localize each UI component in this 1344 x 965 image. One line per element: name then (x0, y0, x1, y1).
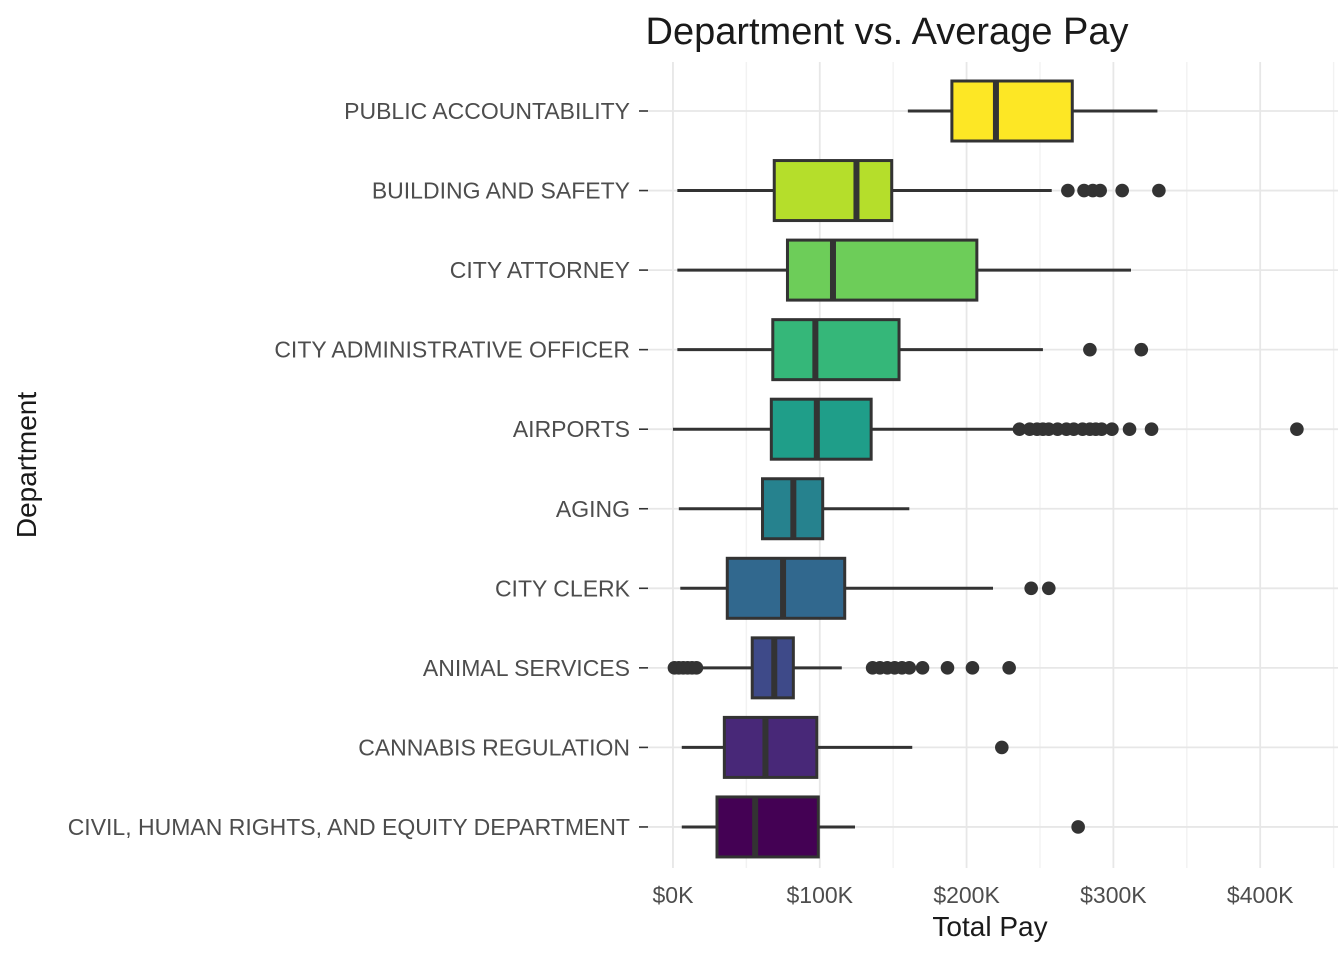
y-tick-label-city-attorney: CITY ATTORNEY (450, 257, 630, 283)
x-tick-label: $200K (933, 882, 1000, 908)
y-tick-label-civil-human-rights-and-equity-department: CIVIL, HUMAN RIGHTS, AND EQUITY DEPARTME… (68, 814, 630, 840)
outlier-point (1122, 422, 1137, 437)
iqr-box (772, 159, 894, 223)
y-tick-label-city-clerk: CITY CLERK (495, 575, 631, 601)
chart-title: Department vs. Average Pay (646, 11, 1129, 53)
outlier-point (689, 661, 704, 675)
outlier-point (995, 740, 1009, 755)
outlier-point (902, 661, 917, 675)
x-axis-tick-labels: $0K $100K $200K $300K $400K (652, 882, 1294, 908)
outlier-point (1094, 422, 1109, 437)
boxplot-airports (672, 397, 1304, 461)
boxplots (667, 79, 1304, 859)
y-tick-label-cannabis-regulation: CANNABIS REGULATION (358, 734, 630, 760)
boxplot-cannabis-regulation (681, 715, 1009, 779)
outlier-point (1152, 183, 1166, 198)
outlier-point (915, 661, 930, 675)
boxplot-city-attorney (677, 238, 1131, 302)
y-tick-label-airports: AIRPORTS (513, 416, 630, 442)
x-tick-label: $0K (652, 882, 694, 908)
outlier-point (1290, 422, 1304, 437)
x-tick-label: $300K (1080, 882, 1147, 908)
outlier-point (1061, 183, 1075, 198)
x-tick-label: $100K (787, 882, 854, 908)
boxplot-civil-human-rights-and-equity-department (681, 795, 1085, 859)
y-axis-tick-labels: PUBLIC ACCOUNTABILITY BUILDING AND SAFETY… (68, 98, 631, 840)
y-tick-label-public-accountability: PUBLIC ACCOUNTABILITY (344, 98, 630, 124)
y-tick-label-animal-services: ANIMAL SERVICES (423, 655, 630, 681)
y-tick-label-city-administrative-officer: CITY ADMINISTRATIVE OFFICER (274, 337, 630, 363)
iqr-box (950, 79, 1074, 143)
iqr-box (771, 318, 901, 382)
outlier-point (1071, 820, 1085, 834)
iqr-box (715, 795, 820, 859)
x-axis-title: Total Pay (932, 911, 1047, 942)
boxplot-public-accountability (907, 79, 1158, 143)
outlier-point (1144, 422, 1159, 437)
y-tick-label-aging: AGING (556, 496, 630, 522)
outlier-point (1134, 342, 1149, 357)
outlier-point (1115, 183, 1129, 198)
outlier-point (965, 661, 980, 675)
outlier-point (1093, 183, 1107, 198)
outlier-point (1083, 342, 1097, 357)
boxplot-animal-services (667, 636, 1016, 700)
outlier-point (940, 661, 955, 675)
boxplot-city-clerk (680, 556, 1056, 620)
boxplot-city-administrative-officer (677, 318, 1149, 382)
x-tick-label: $400K (1227, 882, 1294, 908)
y-axis-ticks (639, 110, 648, 828)
y-axis-title: Department (11, 392, 42, 539)
outlier-point (1041, 581, 1056, 596)
outlier-point (1002, 661, 1016, 675)
iqr-box (722, 715, 819, 779)
y-tick-label-building-and-safety: BUILDING AND SAFETY (372, 178, 630, 204)
outlier-point (1024, 581, 1038, 596)
boxplot-aging (678, 477, 910, 541)
boxplot-building-and-safety (677, 159, 1166, 223)
iqr-box (769, 397, 873, 461)
outlier-point (1105, 422, 1119, 437)
outlier-point (1012, 422, 1027, 437)
iqr-box (785, 238, 979, 302)
